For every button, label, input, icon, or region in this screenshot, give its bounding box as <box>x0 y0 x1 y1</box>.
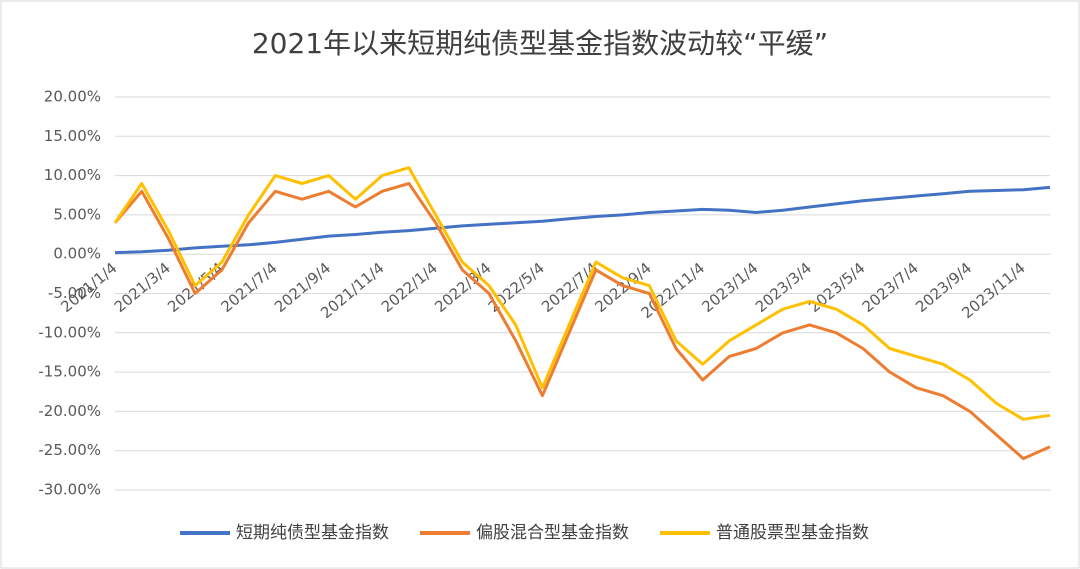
legend-label: 偏股混合型基金指数 <box>476 523 629 543</box>
y-tick-label: -15.00% <box>38 363 101 381</box>
y-tick-label: -30.00% <box>38 481 101 499</box>
series-line <box>114 185 1051 255</box>
y-tick-label: 20.00% <box>44 88 101 106</box>
y-tick-label: -5.00% <box>48 284 101 302</box>
y-tick-label: -25.00% <box>38 441 101 459</box>
y-tick-label: 0.00% <box>53 245 101 263</box>
legend-item: 短期纯债型基金指数 <box>180 523 389 543</box>
y-tick-label: -10.00% <box>38 323 101 341</box>
y-tick-label: 5.00% <box>53 205 101 223</box>
legend-item: 偏股混合型基金指数 <box>420 523 629 543</box>
y-tick-label: 15.00% <box>44 127 101 145</box>
series-line <box>113 182 1051 461</box>
legend-label: 普通股票型基金指数 <box>716 523 869 543</box>
y-tick-label: 10.00% <box>44 166 101 184</box>
legend-label: 短期纯债型基金指数 <box>236 523 389 543</box>
legend-item: 普通股票型基金指数 <box>660 523 869 543</box>
series-line <box>113 166 1051 421</box>
y-tick-label: -20.00% <box>38 402 101 420</box>
chart-title: 2021年以来短期纯债型基金指数波动较“平缓” <box>252 27 828 60</box>
